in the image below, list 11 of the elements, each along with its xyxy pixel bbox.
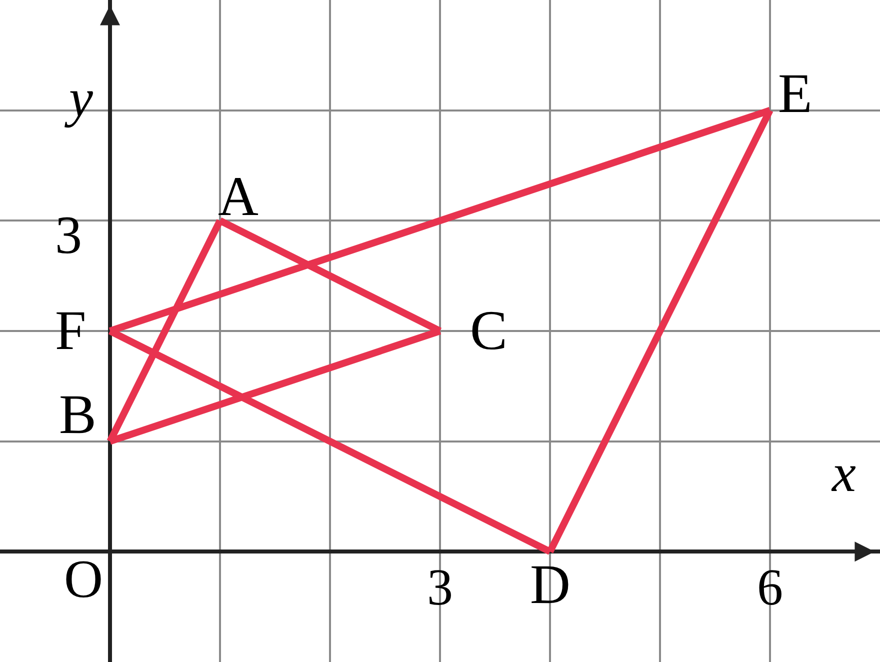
annotation: E (778, 63, 812, 125)
annotation: C (470, 300, 508, 362)
x-axis-title: x (831, 443, 856, 503)
x-tick-label: 6 (757, 560, 783, 617)
annotation: A (218, 166, 259, 228)
y-axis-title: y (64, 68, 93, 128)
annotation: F (55, 300, 86, 362)
annotation: 3 (55, 205, 82, 265)
annotation: O (64, 549, 103, 609)
annotation: D (530, 554, 570, 616)
annotation: B (59, 384, 96, 446)
